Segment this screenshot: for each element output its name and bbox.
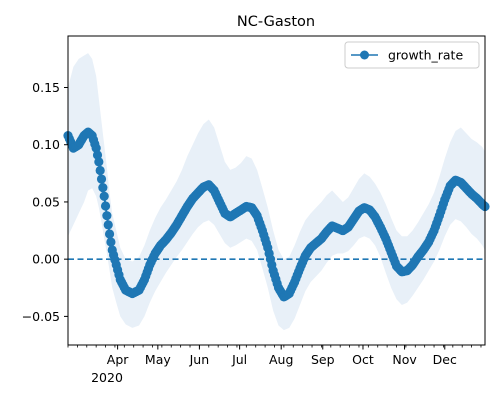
x-tick-label: May (145, 352, 171, 367)
y-tick-label: 0.00 (32, 252, 60, 267)
x-axis-year-label: 2020 (91, 370, 123, 385)
y-tick-label: 0.05 (32, 194, 60, 209)
x-tick-label: Jun (189, 352, 210, 367)
data-point-fill (95, 165, 105, 176)
data-point-fill (92, 150, 103, 160)
legend: growth_rate (344, 41, 480, 69)
x-tick-label: Dec (433, 352, 457, 367)
data-point (102, 211, 112, 221)
x-axis: Apr May Jun Jul Aug Sep Oct Nov Dec (67, 345, 482, 367)
data-point-fill (98, 183, 108, 193)
data-point (91, 143, 101, 153)
y-tick-label: 0.10 (32, 137, 60, 152)
data-point-fill (103, 220, 113, 230)
x-tick-label: Sep (311, 352, 335, 367)
series-points-layer (63, 127, 490, 302)
x-tick-label: Apr (107, 352, 129, 367)
chart-title: NC-Gaston (237, 14, 315, 30)
x-tick-label: Jul (231, 352, 247, 367)
data-point-fill (100, 201, 111, 211)
data-point (104, 229, 115, 239)
y-tick-label: 0.15 (32, 80, 60, 95)
data-point (94, 157, 104, 167)
legend-marker-icon (360, 50, 369, 60)
x-tick-label: Oct (352, 352, 374, 367)
plot-frame (67, 35, 486, 346)
data-point (99, 191, 109, 201)
x-tick-label: Nov (392, 352, 417, 367)
data-point (96, 174, 107, 184)
y-axis: −0.05 0.00 0.05 0.10 0.15 (22, 80, 68, 324)
x-tick-label: Aug (269, 352, 293, 367)
data-point-fill (106, 237, 116, 247)
confidence-band-layer (68, 53, 485, 331)
legend-box (344, 41, 480, 69)
confidence-band (68, 53, 485, 331)
y-tick-label: −0.05 (22, 309, 60, 324)
legend-entry-growth-rate: growth_rate (388, 48, 463, 63)
